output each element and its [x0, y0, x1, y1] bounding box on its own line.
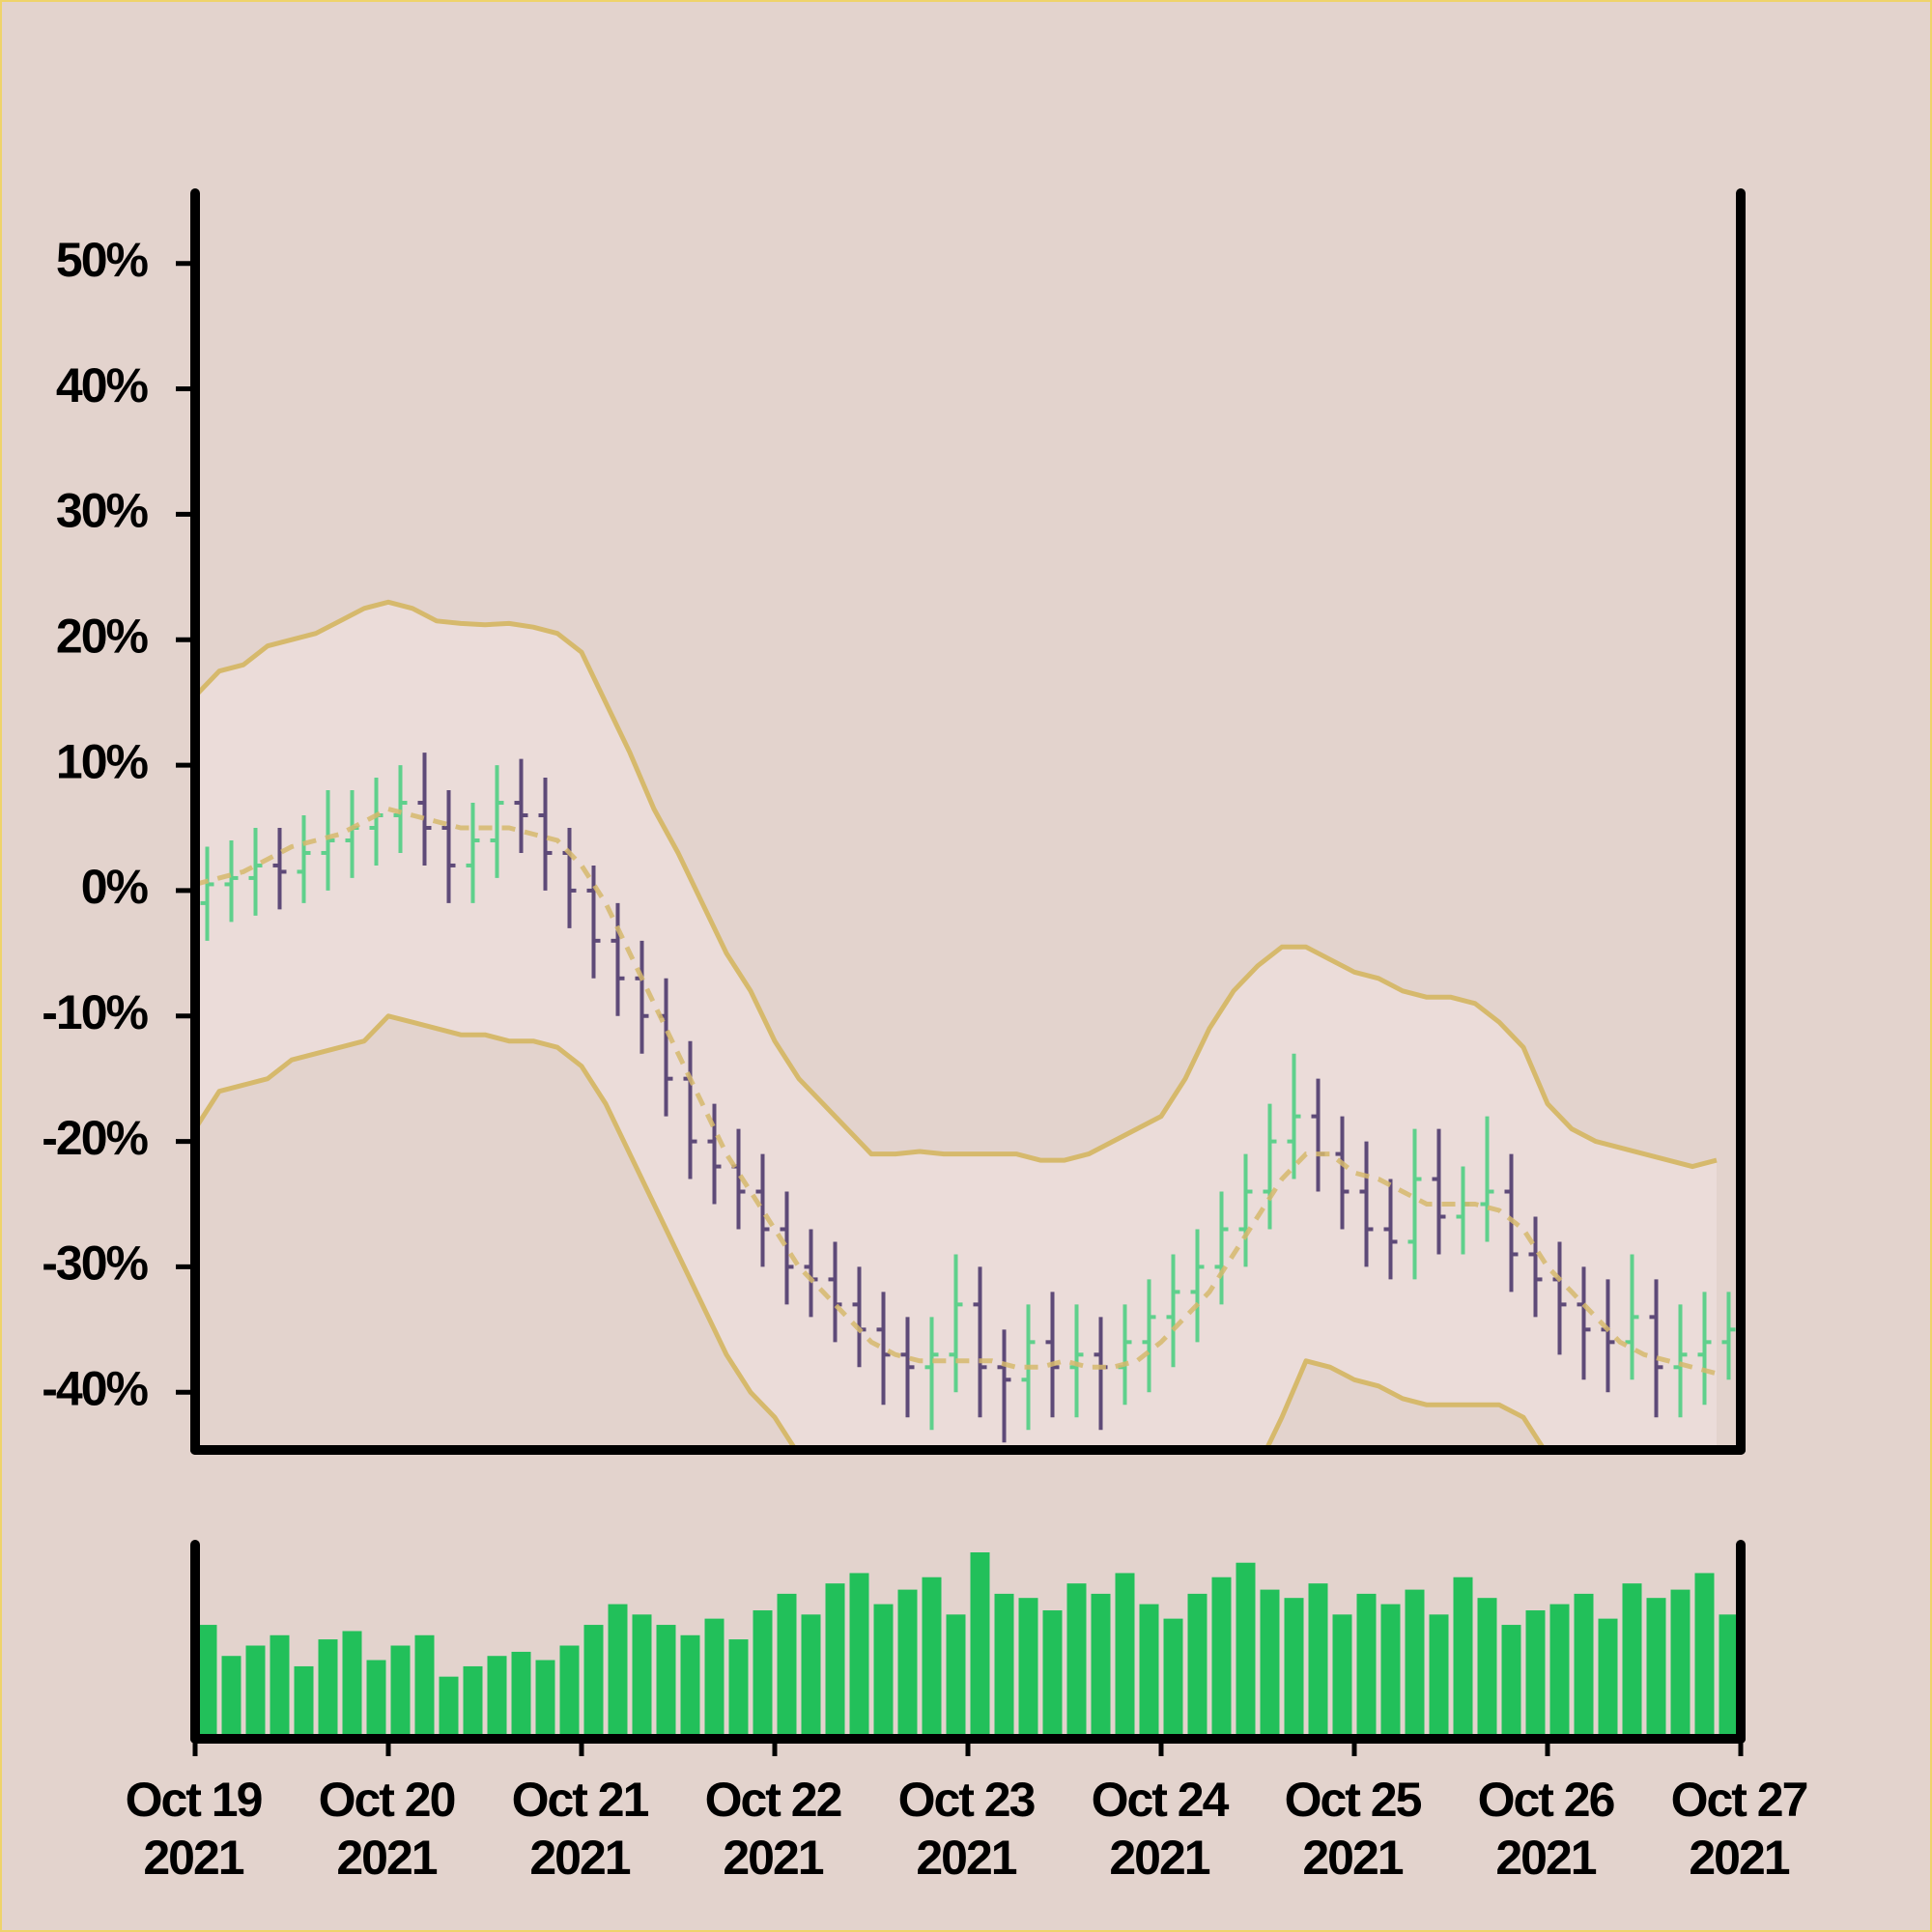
volume-bar: [1332, 1614, 1352, 1739]
volume-bar: [1429, 1614, 1449, 1739]
volume-bar: [994, 1593, 1014, 1739]
volume-bar: [270, 1634, 290, 1739]
x-tick-label: Oct 24 2021: [1091, 1773, 1230, 1885]
y-tick-label: 20%: [56, 609, 149, 663]
volume-bar: [221, 1656, 242, 1739]
volume-bar: [753, 1610, 773, 1739]
band-lower: [195, 1013, 1548, 1450]
volume-bar: [656, 1625, 676, 1739]
volume-bar: [1163, 1618, 1183, 1739]
x-tick-label: Oct 21 2021: [511, 1773, 650, 1885]
volume-bar: [801, 1614, 821, 1739]
volume-bar: [1139, 1604, 1159, 1739]
x-tick-label: Oct 20 2021: [318, 1773, 457, 1885]
volume-bar: [946, 1614, 966, 1739]
volume-bar: [1574, 1593, 1594, 1739]
volume-bar: [1236, 1562, 1256, 1739]
volume-bar: [1453, 1577, 1473, 1739]
volume-bar: [511, 1651, 531, 1739]
volume-bar: [1622, 1583, 1642, 1739]
price-panel: [195, 599, 1736, 1450]
x-tick-label: Oct 25 2021: [1284, 1773, 1423, 1885]
volume-bar: [1115, 1573, 1135, 1739]
volume-bar: [366, 1660, 386, 1739]
volume-bar: [1066, 1583, 1087, 1739]
volume-bar: [1598, 1618, 1618, 1739]
volume-bar: [1525, 1610, 1546, 1739]
volume-bar: [318, 1639, 338, 1739]
y-tick-label: 50%: [56, 233, 149, 287]
volume-bar: [1284, 1598, 1304, 1739]
volume-bar: [1719, 1614, 1739, 1739]
volume-bar: [390, 1645, 411, 1739]
y-tick-label: -30%: [42, 1236, 148, 1291]
volume-bar: [680, 1634, 700, 1739]
volume-bar: [632, 1614, 652, 1739]
band-middle: [195, 806, 1718, 1377]
volume-bar: [463, 1665, 483, 1739]
volume-bar: [1549, 1604, 1570, 1739]
volume-bar: [487, 1656, 507, 1739]
volume-bar: [535, 1660, 555, 1739]
x-tick-label: Oct 26 2021: [1477, 1773, 1616, 1885]
volume-bar: [970, 1552, 990, 1739]
y-tick-label: 0%: [81, 860, 149, 914]
y-tick-label: 30%: [56, 484, 149, 538]
axes: 50% 40% 30% 20% 10% 0% -10% -20% -30% -40%: [42, 188, 1746, 1756]
volume-bar: [873, 1604, 894, 1739]
volume-bar: [342, 1631, 362, 1739]
volume-bar: [1356, 1593, 1377, 1739]
volume-bar: [922, 1577, 942, 1739]
volume-bar: [439, 1676, 459, 1739]
y-tick-label: 10%: [56, 734, 149, 788]
x-tick-label: Oct 22 2021: [704, 1773, 843, 1885]
x-tick-label: Oct 23 2021: [897, 1773, 1037, 1885]
volume-bar: [897, 1589, 918, 1739]
volume-bar: [1018, 1598, 1038, 1739]
volume-bar: [1308, 1583, 1328, 1739]
volume-bar: [1042, 1610, 1063, 1739]
x-tick-label: Oct 19 2021: [125, 1773, 264, 1885]
volume-bar: [1187, 1593, 1208, 1739]
volume-bar: [777, 1593, 797, 1739]
volume-bar: [728, 1639, 749, 1739]
volume-bar: [1211, 1577, 1232, 1739]
y-tick-label: -10%: [42, 985, 148, 1039]
volume-bar: [245, 1645, 266, 1739]
volume-bar: [1477, 1598, 1497, 1739]
volume-bar: [849, 1573, 869, 1739]
volume-bar: [1091, 1593, 1111, 1739]
volume-bar: [1260, 1589, 1280, 1739]
volume-bar: [1670, 1589, 1690, 1739]
volume-bar: [583, 1625, 604, 1739]
volume-bar: [1405, 1589, 1425, 1739]
volume-bar: [704, 1618, 724, 1739]
y-tick-label: -20%: [42, 1111, 148, 1165]
volume-bar: [559, 1645, 580, 1739]
volume-bar: [608, 1604, 628, 1739]
volume-bar: [825, 1583, 845, 1739]
y-tick-label: 40%: [56, 358, 149, 412]
band-fill: [195, 602, 1717, 1450]
volume-bar: [197, 1625, 217, 1739]
volume-panel: [197, 1552, 1739, 1739]
x-tick-label: Oct 27 2021: [1670, 1773, 1809, 1885]
band-upper: [195, 599, 1718, 1170]
volume-bar: [294, 1665, 314, 1739]
volume-bar: [1694, 1573, 1715, 1739]
volume-bar: [1380, 1604, 1401, 1739]
y-tick-label: -40%: [42, 1361, 148, 1415]
volume-bar: [1646, 1598, 1666, 1739]
volume-bar: [414, 1634, 435, 1739]
volume-bar: [1501, 1625, 1521, 1739]
